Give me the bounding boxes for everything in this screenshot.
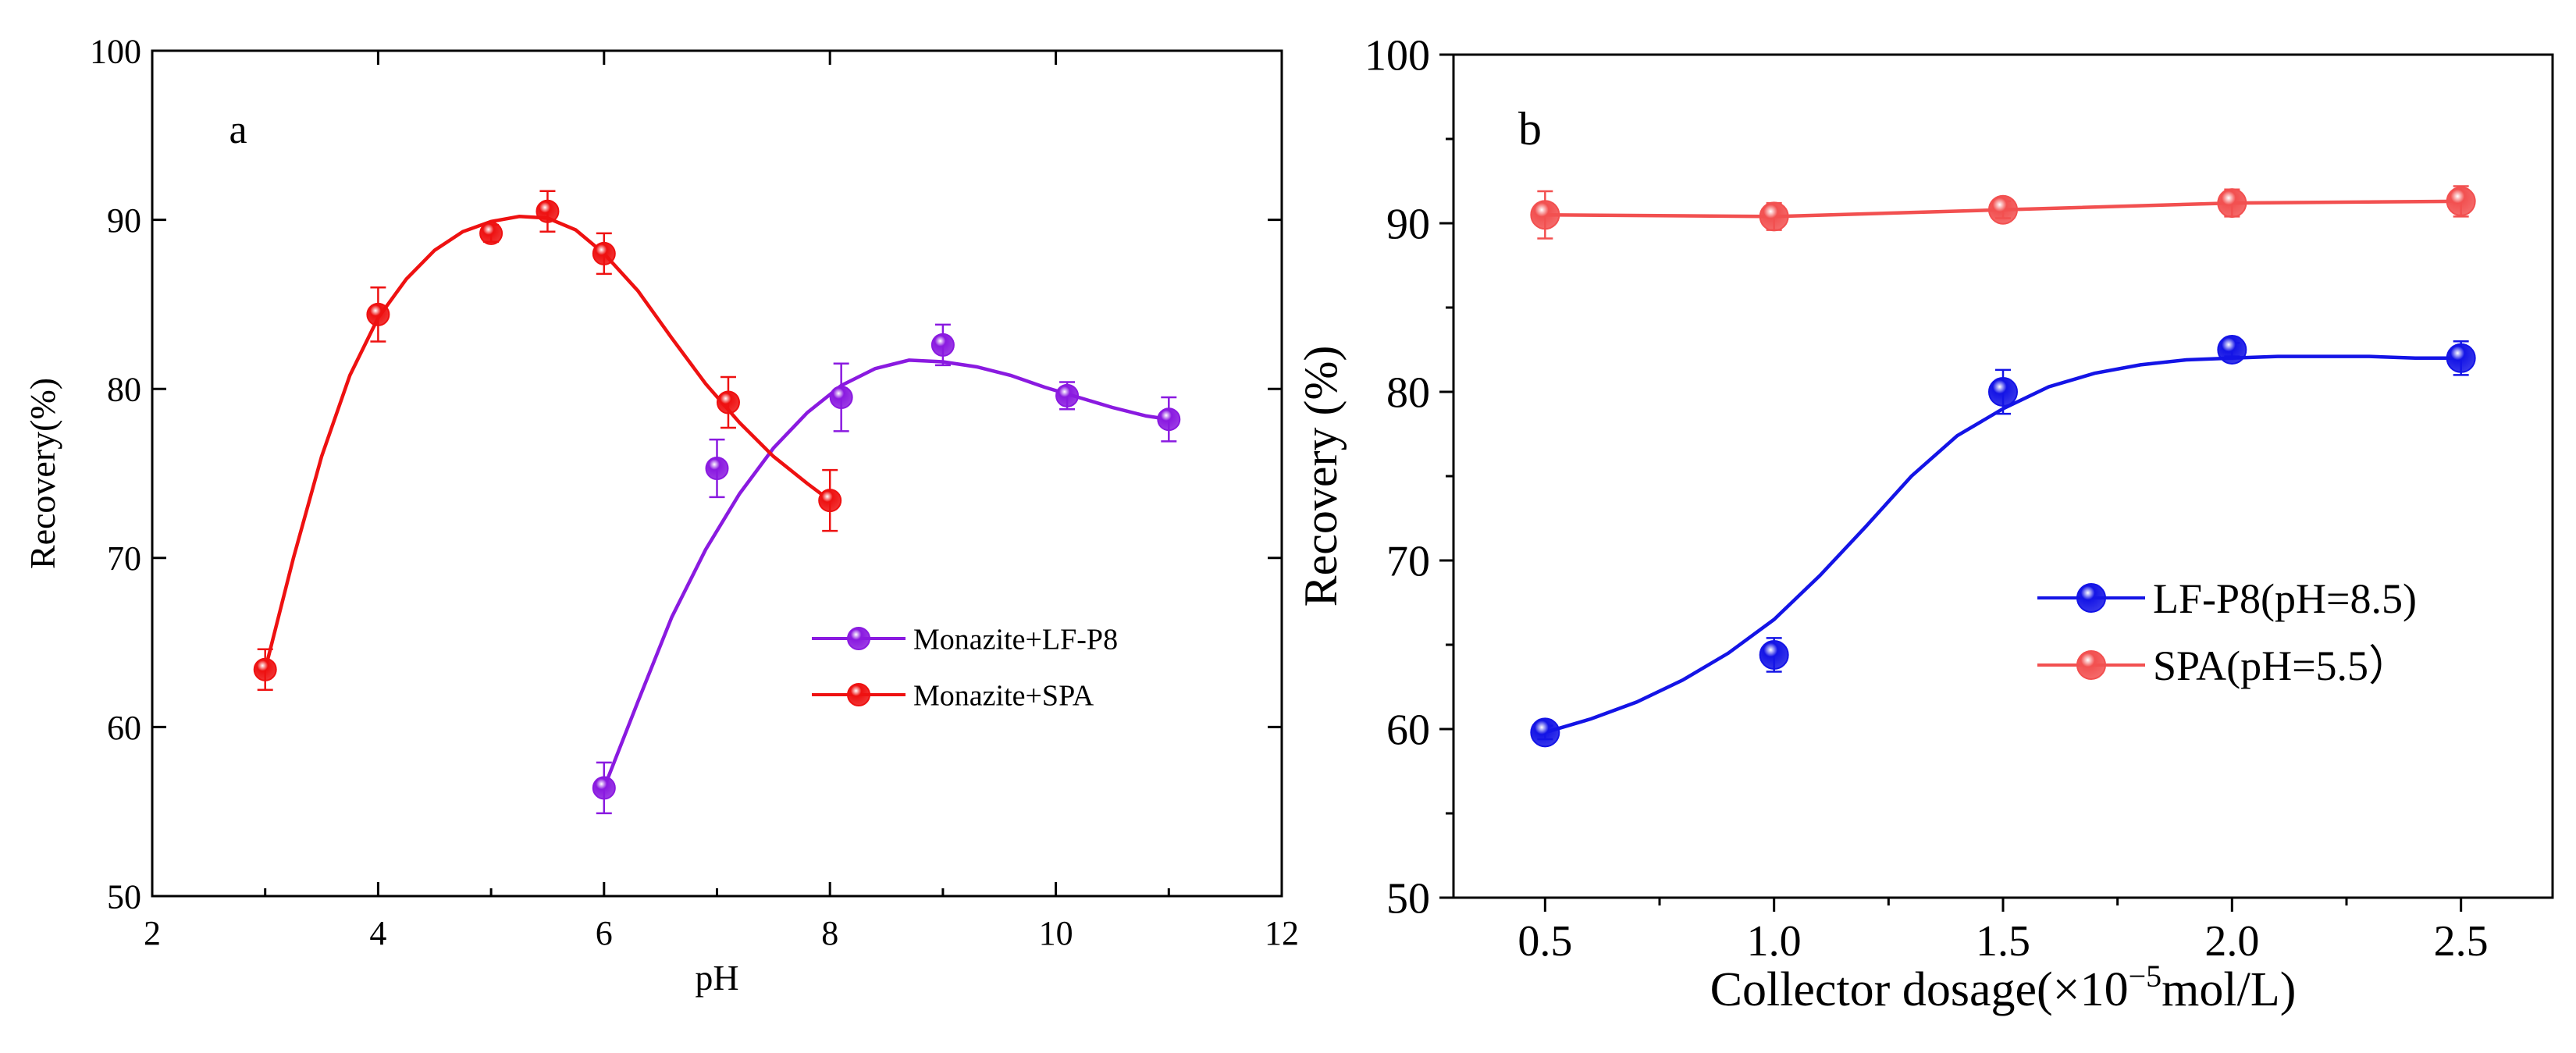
- data-point: [716, 390, 740, 414]
- x-tick-label: 0.5: [1517, 917, 1572, 966]
- x-axis-label-unit: mol/L): [2161, 963, 2296, 1016]
- data-point: [818, 489, 842, 513]
- x-tick-label: 8: [821, 914, 838, 952]
- legend-marker: [847, 627, 870, 650]
- legend: LF-P8(pH=8.5) SPA(pH=5.5）: [2037, 575, 2417, 689]
- data-point: [2217, 188, 2247, 219]
- x-tick-label: 6: [596, 914, 613, 952]
- data-point: [1759, 201, 1789, 232]
- series-0: [1530, 335, 2476, 748]
- y-tick-label: 90: [1386, 201, 1430, 249]
- y-tick-label: 50: [107, 877, 141, 916]
- series-0: [592, 323, 1181, 815]
- data-point: [1055, 383, 1080, 407]
- panel-label: a: [229, 108, 247, 152]
- series-fit-line: [263, 215, 831, 671]
- legend-label: Monazite+LF-P8: [913, 623, 1118, 656]
- data-point: [479, 221, 503, 245]
- data-point: [535, 199, 560, 223]
- data-point: [1759, 639, 1789, 670]
- data-point: [2446, 186, 2476, 216]
- x-axis-label: pH: [695, 958, 738, 998]
- legend-marker: [847, 683, 870, 706]
- panel-label: b: [1518, 103, 1542, 155]
- data-point: [1988, 377, 2018, 407]
- y-tick-label: 70: [1386, 538, 1430, 586]
- data-point: [1530, 200, 1560, 230]
- y-tick-label: 100: [90, 32, 141, 70]
- data-point: [1988, 194, 2018, 225]
- data-point: [592, 776, 616, 800]
- series-fit-line: [602, 358, 1169, 789]
- series-1: [1530, 185, 2476, 240]
- legend-label: Monazite+SPA: [913, 679, 1094, 712]
- data-point: [2217, 335, 2247, 365]
- x-tick-label: 2.5: [2434, 917, 2489, 966]
- y-tick-label: 90: [107, 201, 141, 240]
- x-tick-label: 10: [1039, 914, 1073, 952]
- data-point: [930, 333, 955, 357]
- y-tick-label: 80: [107, 371, 141, 409]
- x-tick-label: 2: [144, 914, 161, 952]
- legend-marker: [2076, 583, 2106, 613]
- x-tick-label: 1.5: [1976, 917, 2030, 966]
- data-point: [1157, 407, 1181, 432]
- legend-marker: [2076, 650, 2106, 680]
- plot-frame: [1452, 53, 2554, 899]
- data-point: [592, 241, 616, 265]
- panel-b: 0.5 1.0 1.5 2.0 2.5 50 60 70 80 90 100 Collector do…: [1295, 32, 2554, 1016]
- y-tick-label: 80: [1386, 369, 1430, 418]
- panel-a: 2 4 6 8 10 12 50 60 70 80 90 100 pH Recovery(%) a Monaz…: [23, 32, 1299, 998]
- data-point: [253, 657, 277, 681]
- data-point: [1530, 717, 1560, 748]
- legend-label: LF-P8(pH=8.5): [2153, 575, 2417, 622]
- y-tick-label: 70: [107, 539, 141, 578]
- y-axis-label: Recovery(%): [23, 378, 62, 569]
- y-tick-label: 60: [107, 709, 141, 747]
- y-tick-label: 50: [1386, 875, 1430, 923]
- x-axis-label-main: Collector dosage(×10: [1710, 963, 2129, 1016]
- legend: Monazite+LF-P8 Monazite+SPA: [812, 623, 1118, 712]
- data-point: [829, 386, 853, 410]
- legend-label: SPA(pH=5.5）: [2153, 642, 2411, 689]
- x-axis-label-exponent: −5: [2129, 959, 2162, 994]
- x-tick-label: 2.0: [2204, 917, 2259, 966]
- y-axis-label: Recovery (%): [1295, 346, 1347, 607]
- data-point: [366, 302, 390, 326]
- y-tick-label: 60: [1386, 706, 1430, 755]
- x-tick-label: 4: [369, 914, 386, 952]
- x-axis-label: Collector dosage(×10−5mol/L): [1710, 959, 2297, 1016]
- data-point: [2446, 343, 2476, 373]
- x-tick-label: 12: [1265, 914, 1299, 952]
- series-1: [253, 190, 842, 691]
- y-tick-label: 100: [1364, 32, 1430, 80]
- data-point: [705, 457, 729, 481]
- x-tick-label: 1.0: [1747, 917, 1802, 966]
